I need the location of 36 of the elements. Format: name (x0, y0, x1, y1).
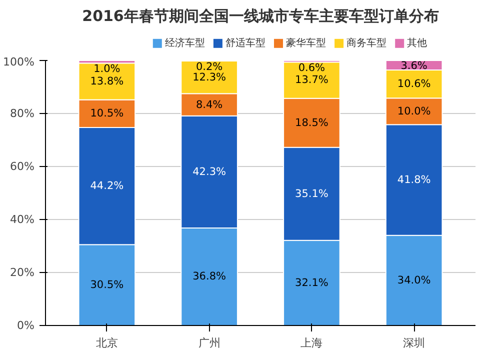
y-tick-label: 40% (10, 213, 35, 226)
legend-label: 其他 (407, 36, 428, 49)
x-tick-label: 北京 (96, 336, 118, 350)
legend-label: 舒适车型 (225, 36, 266, 49)
data-label: 0.6% (298, 62, 326, 74)
y-tick-label: 0% (17, 319, 34, 332)
data-label: 44.2% (90, 180, 124, 192)
x-tick-label: 广州 (198, 336, 220, 350)
data-label: 35.1% (295, 188, 328, 200)
legend-label: 豪华车型 (286, 36, 326, 49)
x-tick-label: 深圳 (403, 336, 426, 350)
data-label: 8.4% (196, 98, 223, 111)
y-tick-label: 60% (10, 160, 35, 173)
data-label: 13.8% (90, 75, 124, 88)
data-label: 30.5% (90, 279, 124, 292)
data-label: 42.3% (192, 166, 226, 178)
data-label: 32.1% (295, 276, 328, 289)
x-tick-label: 上海 (300, 336, 323, 350)
legend-label: 经济车型 (164, 36, 205, 49)
data-label: 1.0% (94, 63, 120, 76)
data-label: 36.8% (192, 270, 226, 283)
data-label: 3.6% (400, 60, 428, 72)
data-label: 10.0% (397, 105, 431, 118)
data-label: 10.5% (90, 108, 124, 120)
data-label: 34.0% (397, 274, 431, 286)
data-label: 0.2% (196, 61, 223, 74)
data-label: 13.7% (295, 74, 328, 86)
legend-label: 商务车型 (346, 36, 386, 49)
y-tick-label: 20% (10, 266, 35, 279)
chart-title: 2016年春节期间全国一线城市专车主要车型订单分布 (82, 6, 439, 25)
data-label: 12.3% (192, 71, 226, 84)
data-label: 41.8% (397, 174, 431, 186)
data-label: 10.6% (397, 78, 431, 90)
y-tick-label: 80% (10, 107, 35, 120)
data-label: 18.5% (295, 116, 328, 129)
y-tick-label: 100% (3, 56, 35, 68)
